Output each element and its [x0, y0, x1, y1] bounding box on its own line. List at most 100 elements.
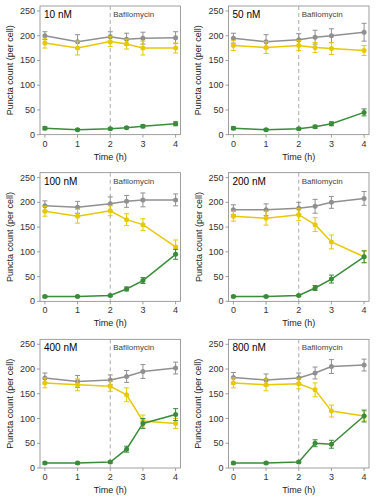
series-line: [45, 415, 176, 463]
error-bar: [108, 381, 113, 391]
marker: [173, 412, 178, 417]
error-bar: [173, 43, 178, 53]
marker: [75, 382, 80, 387]
y-tick-label: 100: [208, 247, 223, 257]
y-tick: [37, 443, 40, 444]
marker: [173, 252, 178, 257]
series-line: [233, 257, 364, 297]
error-bar: [108, 206, 113, 216]
marker: [313, 35, 318, 40]
series: [42, 249, 178, 299]
marker: [108, 126, 113, 131]
error-bar: [231, 378, 236, 388]
marker: [140, 369, 145, 374]
error-bar: [296, 379, 301, 389]
error-cap: [362, 250, 367, 251]
y-tick-label: 150: [208, 55, 223, 65]
error-cap: [42, 200, 47, 201]
error-cap: [75, 375, 80, 376]
x-tick: [331, 135, 332, 138]
x-tick-label: 0: [42, 305, 47, 315]
error-cap: [313, 30, 318, 31]
marker: [124, 392, 129, 397]
error-bar: [313, 218, 318, 232]
series: [42, 409, 178, 466]
marker: [42, 33, 47, 38]
error-cap: [296, 208, 301, 209]
marker: [313, 124, 318, 129]
error-cap: [264, 203, 269, 204]
plot-frame: [40, 6, 181, 135]
marker: [362, 30, 367, 35]
panel-title: 200 nM: [233, 176, 266, 187]
error-bar: [173, 32, 178, 44]
error-cap: [264, 41, 269, 42]
error-cap: [362, 410, 367, 411]
x-tick: [44, 468, 45, 471]
error-cap: [75, 390, 80, 391]
marker: [264, 461, 269, 466]
x-tick-label: 1: [264, 472, 269, 482]
error-bar: [75, 379, 80, 391]
panel-title: 400 nM: [44, 342, 77, 353]
error-cap: [329, 54, 334, 55]
series: [231, 209, 367, 263]
y-tick-label: 250: [20, 339, 35, 349]
y-tick: [37, 134, 40, 135]
marker: [75, 205, 80, 210]
x-tick-label: 1: [75, 139, 80, 149]
plot-frame: [229, 339, 370, 468]
y-tick-label: 0: [30, 463, 35, 473]
series-line: [233, 32, 364, 41]
marker: [313, 370, 318, 375]
marker: [231, 294, 236, 299]
error-cap: [124, 33, 129, 34]
error-cap: [75, 209, 80, 210]
y-tick-label: 200: [20, 197, 35, 207]
error-cap: [296, 33, 301, 34]
panel: 05010015020025001234Time (h)Puncta count…: [5, 173, 181, 329]
error-cap: [264, 34, 269, 35]
error-cap: [329, 42, 334, 43]
y-tick: [37, 393, 40, 394]
error-bar: [313, 285, 318, 290]
y-tick-label: 50: [25, 438, 35, 448]
error-cap: [329, 359, 334, 360]
y-tick: [226, 10, 229, 11]
error-bar: [231, 41, 236, 51]
error-cap: [231, 33, 236, 34]
error-cap: [264, 225, 269, 226]
error-bar: [362, 251, 367, 263]
marker: [140, 36, 145, 41]
panel-title: 100 nM: [44, 176, 77, 187]
y-tick: [226, 468, 229, 469]
y-tick: [226, 418, 229, 419]
marker: [108, 377, 113, 382]
marker: [313, 441, 318, 446]
y-tick-label: 250: [208, 339, 223, 349]
error-cap: [231, 50, 236, 51]
error-cap: [296, 372, 301, 373]
error-cap: [124, 49, 129, 50]
y-tick: [226, 177, 229, 178]
error-cap: [313, 199, 318, 200]
error-bar: [124, 371, 129, 383]
error-cap: [124, 452, 129, 453]
error-bar: [329, 29, 334, 43]
error-bar: [108, 37, 113, 47]
error-cap: [313, 42, 318, 43]
x-tick-label: 2: [296, 139, 301, 149]
y-tick: [37, 202, 40, 203]
series: [42, 206, 178, 254]
error-bar: [42, 206, 47, 216]
y-tick: [226, 393, 229, 394]
error-cap: [42, 31, 47, 32]
error-cap: [42, 387, 47, 388]
marker: [140, 46, 145, 51]
y-tick: [226, 60, 229, 61]
y-tick: [37, 251, 40, 252]
error-cap: [362, 359, 367, 360]
y-tick: [37, 109, 40, 110]
series-line: [45, 200, 176, 207]
y-tick-label: 250: [20, 6, 35, 16]
